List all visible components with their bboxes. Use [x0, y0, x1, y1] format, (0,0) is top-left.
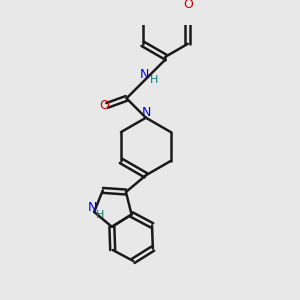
Text: O: O: [99, 99, 109, 112]
Text: H: H: [149, 75, 158, 85]
Text: H: H: [96, 210, 105, 220]
Text: O: O: [183, 0, 193, 11]
Text: N: N: [88, 201, 98, 214]
Text: N: N: [140, 68, 149, 80]
Text: N: N: [142, 106, 151, 119]
